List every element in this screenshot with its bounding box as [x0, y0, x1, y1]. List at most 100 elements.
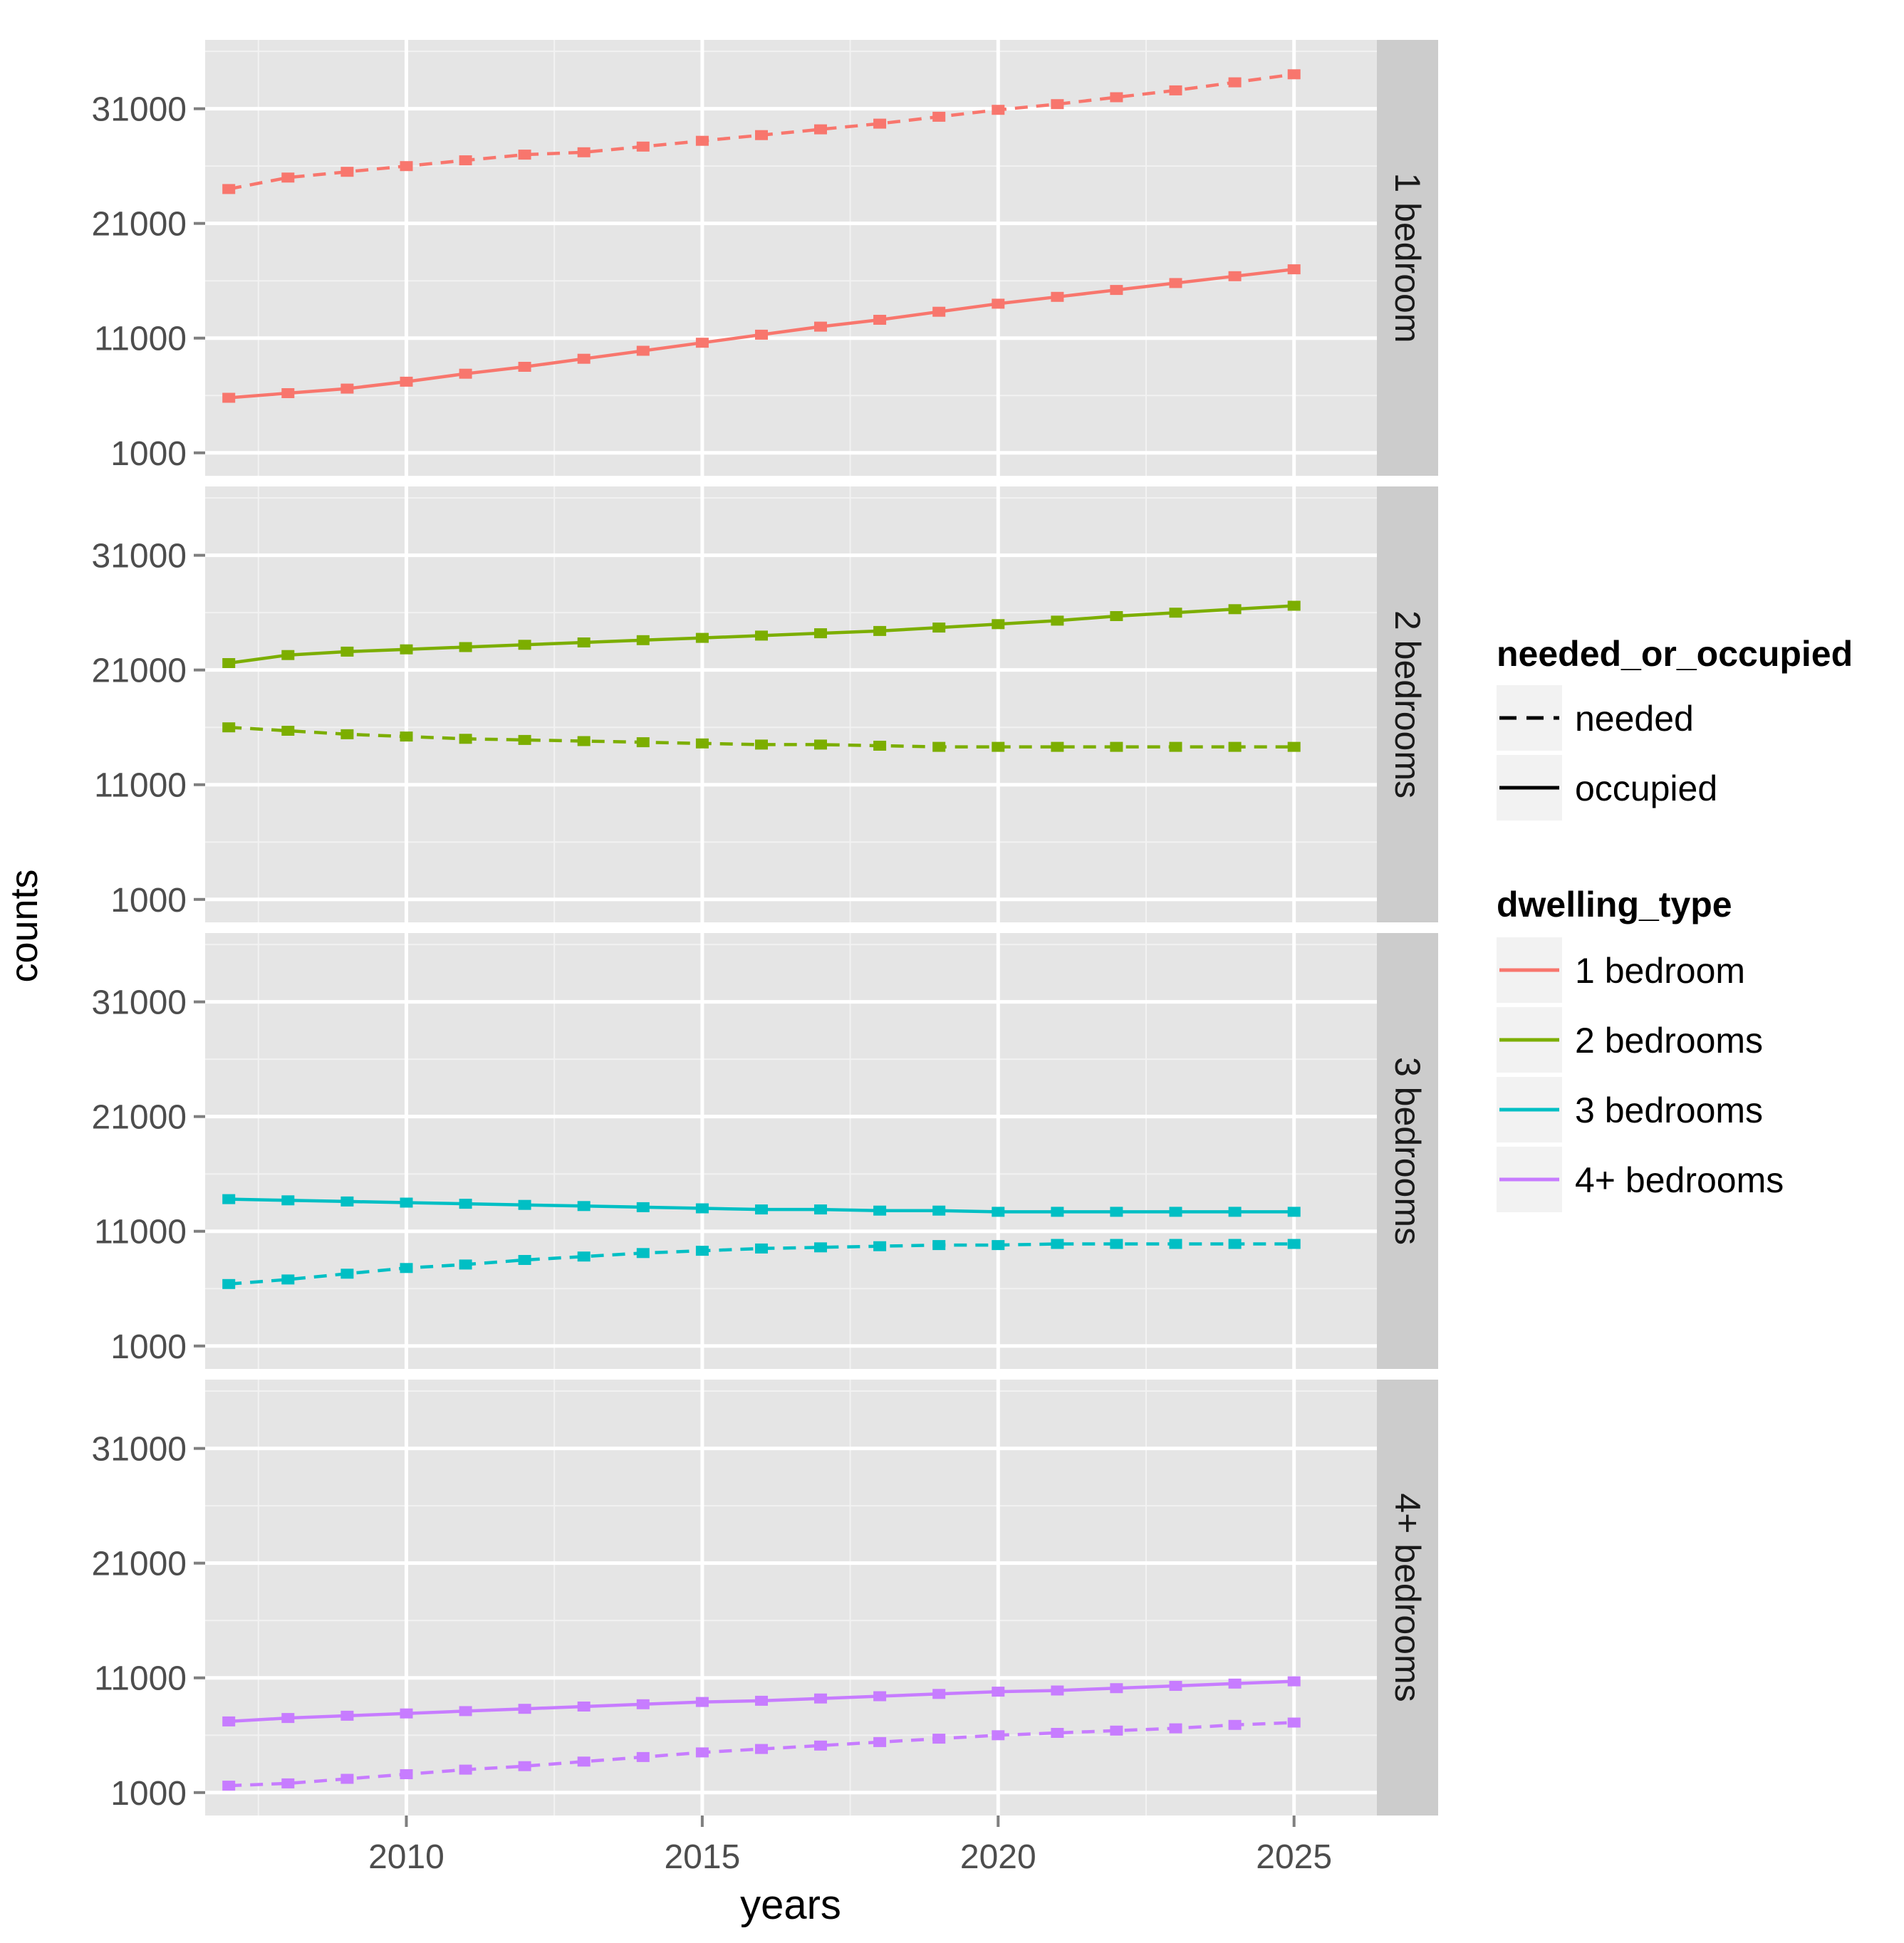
data-point [222, 1194, 236, 1204]
data-point [992, 298, 1005, 309]
data-point [1110, 1683, 1123, 1694]
data-point [400, 644, 413, 655]
data-point [755, 630, 768, 641]
data-point [755, 130, 768, 140]
data-point [222, 722, 236, 733]
data-point [992, 619, 1005, 630]
data-point [518, 1255, 531, 1265]
data-point [400, 1708, 413, 1719]
y-tick-label: 21000 [92, 1546, 187, 1583]
data-point [1110, 741, 1123, 752]
data-point [1110, 92, 1123, 103]
legend-title-linetype: needed_or_occupied [1497, 634, 1853, 674]
y-tick-label: 1000 [110, 882, 187, 920]
facet-strip-label: 2 bedrooms [1388, 610, 1427, 798]
y-tick-label: 11000 [94, 1214, 187, 1251]
data-point [281, 1713, 295, 1724]
data-point [1228, 271, 1242, 281]
data-point [1287, 1239, 1301, 1249]
x-tick-label: 2025 [1256, 1838, 1332, 1876]
data-point [695, 1747, 709, 1758]
data-point [222, 1716, 236, 1726]
data-point [695, 338, 709, 348]
data-point [1228, 1719, 1242, 1730]
data-point [755, 329, 768, 340]
panel-background [205, 1380, 1377, 1816]
data-point [932, 1689, 946, 1699]
data-point [755, 1243, 768, 1254]
data-point [992, 105, 1005, 115]
data-point [1169, 1681, 1182, 1691]
data-point [1110, 1207, 1123, 1217]
data-point [518, 1199, 531, 1210]
legend-label-needed: needed [1575, 699, 1694, 739]
data-point [873, 315, 887, 325]
data-point [340, 1710, 354, 1721]
data-point [814, 321, 827, 332]
data-point [636, 1248, 650, 1259]
data-point [932, 1734, 946, 1744]
data-point [1228, 1207, 1242, 1217]
data-point [1287, 1717, 1301, 1728]
x-tick-label: 2015 [664, 1838, 740, 1876]
data-point [577, 1756, 591, 1767]
data-point [992, 1687, 1005, 1697]
y-tick-label: 11000 [94, 767, 187, 805]
data-point [281, 650, 295, 660]
data-point [400, 1197, 413, 1208]
data-point [695, 738, 709, 749]
data-point [992, 1207, 1005, 1217]
data-point [755, 1695, 768, 1706]
data-point [222, 1781, 236, 1791]
x-axis: 2010 2015 2020 2025 [368, 1816, 1332, 1876]
data-point [695, 135, 709, 146]
data-point [932, 1240, 946, 1251]
y-tick-label: 21000 [92, 1099, 187, 1137]
x-tick-label: 2020 [960, 1838, 1036, 1876]
data-point [755, 1204, 768, 1215]
data-point [459, 155, 472, 166]
y-tick-label: 31000 [92, 91, 187, 129]
data-point [814, 1693, 827, 1704]
data-point [814, 739, 827, 750]
data-point [1110, 1725, 1123, 1736]
x-tick-label: 2010 [368, 1838, 444, 1876]
data-point [1169, 85, 1182, 95]
data-point [400, 1769, 413, 1779]
facet-strip [1377, 1380, 1438, 1816]
data-point [873, 1691, 887, 1702]
y-tick-label: 11000 [94, 321, 187, 358]
data-point [1228, 1678, 1242, 1689]
data-point [636, 345, 650, 356]
data-point [1169, 741, 1182, 752]
data-point [281, 172, 295, 183]
data-point [1287, 1676, 1301, 1687]
data-point [518, 1704, 531, 1714]
data-point [340, 729, 354, 739]
data-point [992, 1240, 1005, 1251]
data-point [459, 642, 472, 652]
data-point [992, 741, 1005, 752]
data-point [636, 1751, 650, 1762]
data-point [577, 637, 591, 647]
data-point [340, 1196, 354, 1207]
y-tick-label: 21000 [92, 206, 187, 244]
data-point [636, 737, 650, 748]
data-point [873, 741, 887, 751]
data-point [932, 111, 946, 122]
legend-label-4plus-bedrooms: 4+ bedrooms [1575, 1160, 1784, 1200]
y-tick-label: 31000 [92, 538, 187, 575]
data-point [1051, 99, 1064, 110]
data-point [281, 726, 295, 736]
legend-label-1-bedroom: 1 bedroom [1575, 951, 1745, 991]
data-point [1051, 615, 1064, 626]
data-point [1051, 1728, 1064, 1738]
data-point [1228, 741, 1242, 752]
data-point [1287, 741, 1301, 752]
data-point [459, 368, 472, 379]
data-point [873, 1205, 887, 1216]
y-tick-label: 31000 [92, 984, 187, 1022]
data-point [459, 734, 472, 744]
data-point [755, 1744, 768, 1754]
